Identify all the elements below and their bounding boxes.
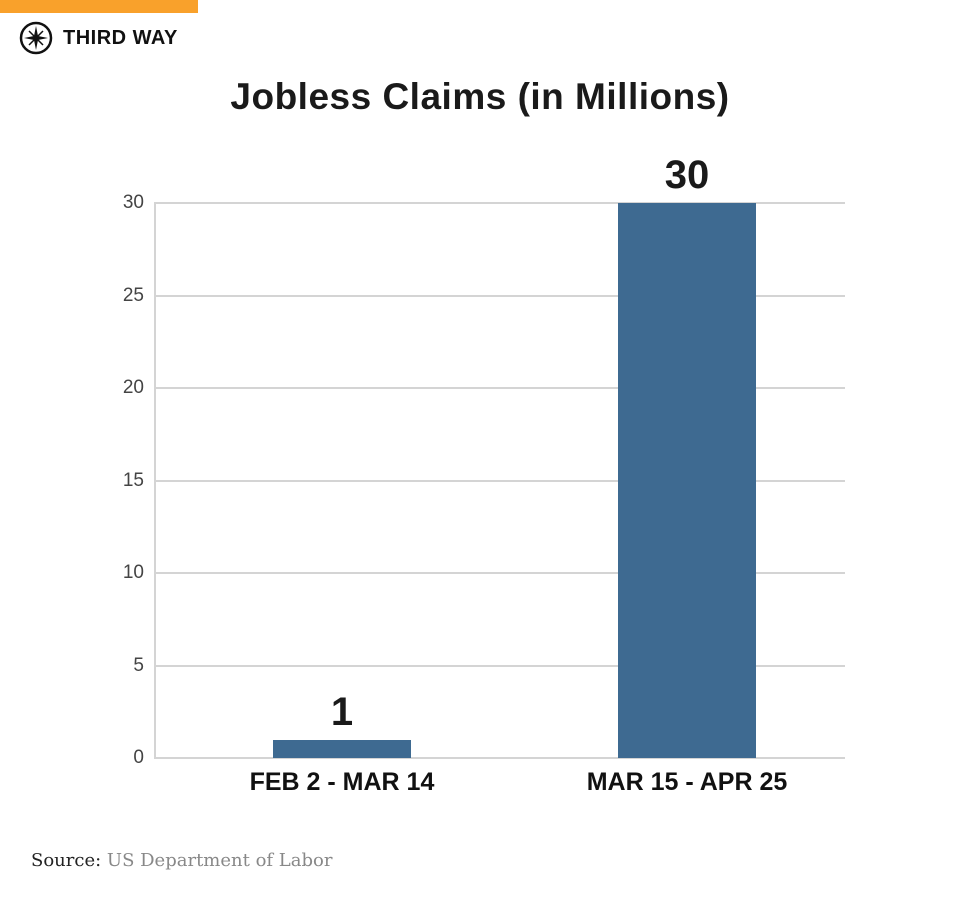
source-value: US Department of Labor	[106, 850, 333, 871]
brand-accent-bar	[0, 0, 198, 13]
y-tick-label: 5	[133, 654, 144, 676]
x-category-label: FEB 2 - MAR 14	[249, 768, 435, 796]
compass-icon	[19, 21, 53, 55]
y-tick-label: 25	[122, 284, 144, 306]
gridline	[154, 294, 845, 297]
y-tick-label: 20	[122, 377, 144, 398]
bar	[273, 739, 411, 758]
gridline	[154, 572, 845, 574]
gridline	[154, 202, 845, 204]
y-tick-label: 10	[122, 562, 144, 583]
y-tick-label: 15	[122, 469, 144, 491]
gridline	[154, 387, 845, 389]
y-tick-label: 0	[133, 747, 144, 768]
chart-title: Jobless Claims (in Millions)	[230, 76, 730, 117]
y-tick-label: 30	[122, 192, 144, 213]
bar	[618, 203, 756, 758]
gridline	[154, 479, 845, 482]
source-label: Source:	[31, 850, 102, 871]
bar-value-label: 30	[664, 153, 710, 197]
brand-name: THIRD WAY	[63, 26, 178, 49]
gridline	[154, 757, 845, 759]
gridline	[154, 664, 845, 667]
x-category-label: MAR 15 - APR 25	[586, 768, 788, 796]
bar-value-label: 1	[330, 689, 354, 734]
source-note: Source: US Department of Labor	[31, 850, 332, 871]
plot-area	[154, 202, 845, 759]
brand-logo: THIRD WAY	[19, 21, 178, 55]
